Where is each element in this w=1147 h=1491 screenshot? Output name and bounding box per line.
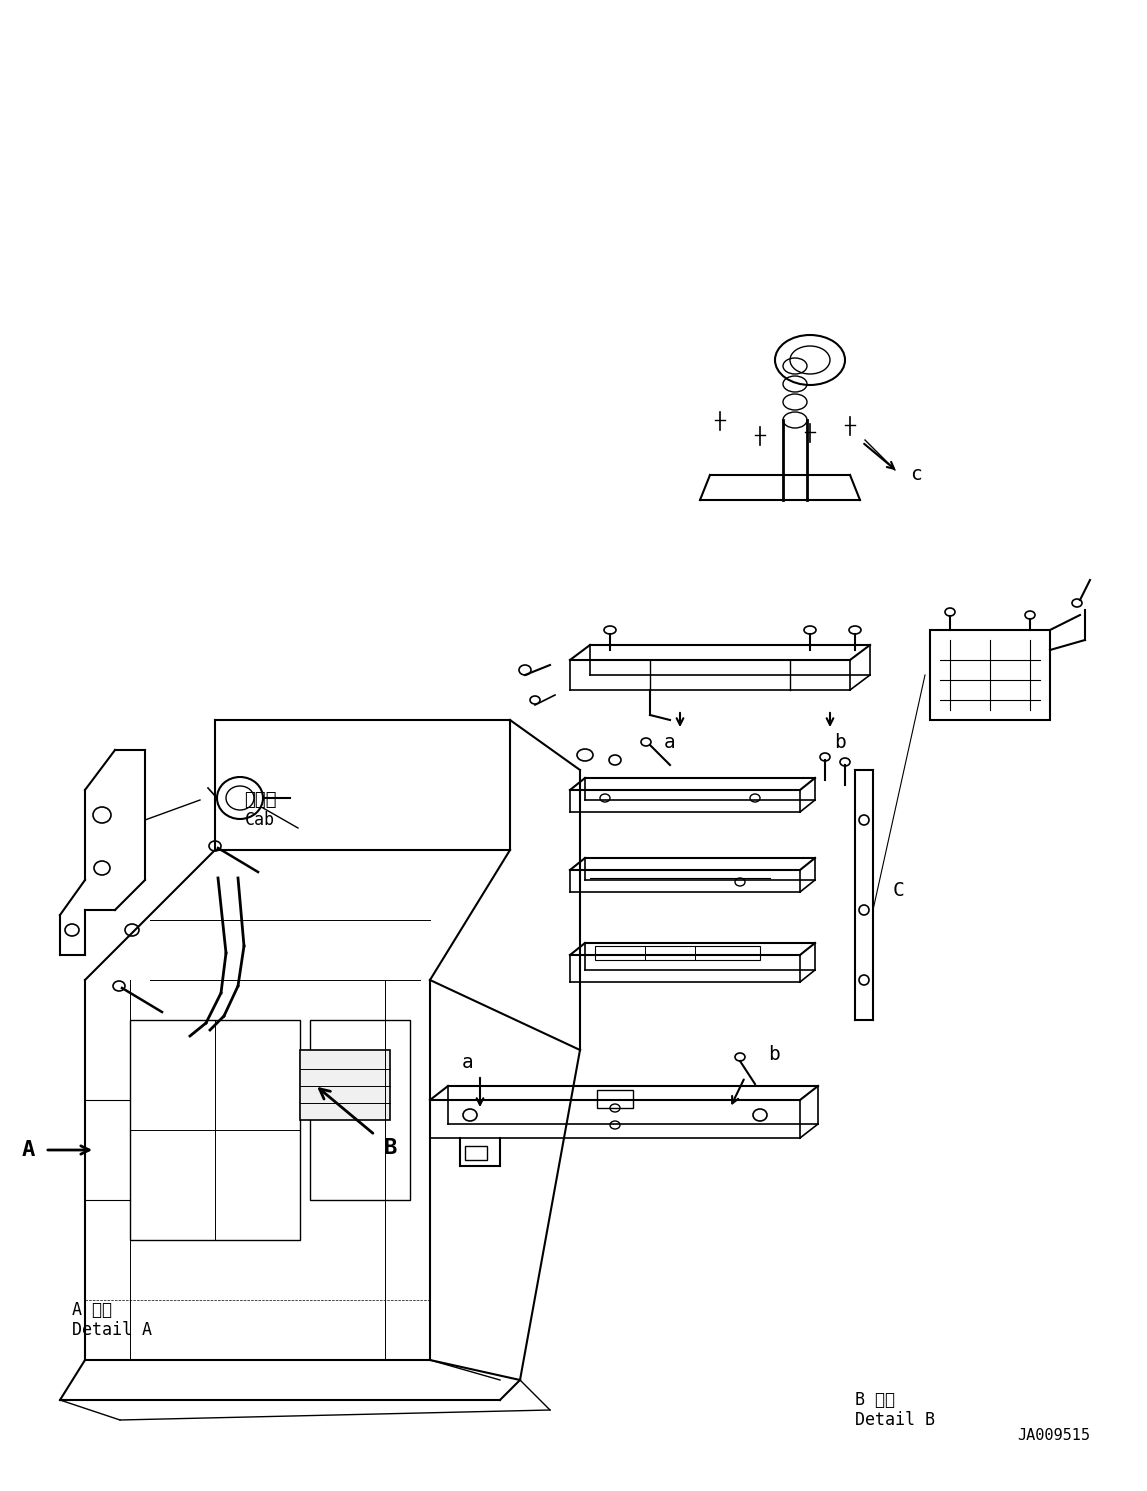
Text: Detail B: Detail B: [855, 1410, 935, 1428]
Text: JA009515: JA009515: [1017, 1428, 1090, 1443]
Text: a: a: [664, 732, 676, 751]
Text: キャブ: キャブ: [243, 792, 276, 810]
Text: A 詳細: A 詳細: [72, 1302, 112, 1320]
Bar: [310, 1020, 409, 1200]
Text: b: b: [834, 732, 845, 751]
Text: c: c: [910, 465, 922, 485]
Bar: [595, 945, 760, 960]
Text: a: a: [462, 1053, 474, 1072]
Bar: [930, 631, 1050, 720]
Bar: [130, 1020, 301, 1241]
Text: C: C: [894, 881, 905, 899]
Text: Cab: Cab: [245, 811, 275, 829]
Bar: [465, 1147, 487, 1160]
Bar: [596, 1090, 633, 1108]
Bar: [301, 1050, 390, 1120]
Text: b: b: [768, 1045, 780, 1063]
Text: A: A: [22, 1141, 34, 1160]
Text: B 詳細: B 詳細: [855, 1391, 895, 1409]
Text: B: B: [383, 1138, 397, 1159]
Text: Detail A: Detail A: [72, 1321, 153, 1339]
